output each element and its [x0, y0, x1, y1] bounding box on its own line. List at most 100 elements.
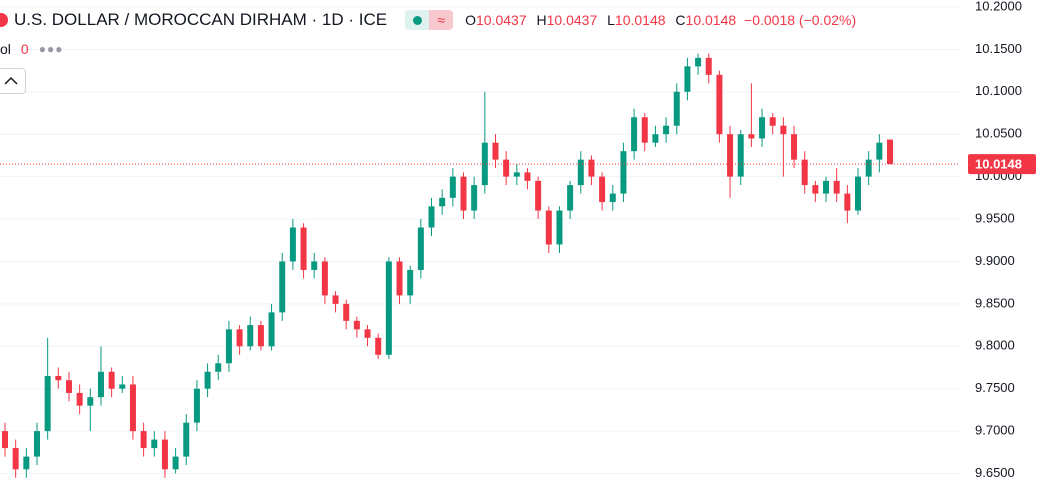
candle-body — [492, 142, 499, 160]
y-tick-label: 9.8500 — [975, 295, 1015, 310]
candle-body — [780, 125, 787, 135]
candle-body — [449, 176, 456, 198]
candle-body — [23, 456, 30, 470]
ohlc: O10.0437 H10.0437 L10.0148 C10.0148 −0.0… — [459, 12, 856, 28]
candle-body — [417, 227, 424, 270]
c-label: C — [675, 12, 686, 28]
candle-body — [801, 159, 808, 186]
y-tick-label: 9.6500 — [975, 465, 1015, 480]
candle-body — [716, 74, 723, 135]
candle-body — [599, 176, 606, 203]
o-label: O — [465, 12, 476, 28]
header: U.S. DOLLAR / MOROCCAN DIRHAM · 1D · ICE… — [0, 9, 856, 31]
candle-body — [663, 125, 670, 135]
candle-body — [748, 134, 755, 139]
candle-body — [471, 185, 478, 211]
candle-body — [823, 180, 830, 194]
candle-body — [609, 193, 616, 203]
candle-body — [151, 439, 158, 449]
candle-body — [193, 388, 200, 423]
candle-body — [769, 117, 776, 126]
candle-body — [812, 185, 819, 194]
candle-body — [865, 159, 872, 177]
y-tick-label: 9.7000 — [975, 423, 1015, 438]
last-price-label: 10.0148 — [975, 157, 1022, 172]
candle-body — [567, 185, 574, 211]
candle-body — [503, 159, 510, 177]
candle-body — [204, 371, 211, 389]
candle-body — [385, 261, 392, 355]
candle-body — [97, 371, 104, 398]
candle-body — [364, 329, 371, 338]
candle-body — [673, 91, 680, 126]
y-tick-label: 9.7500 — [975, 380, 1015, 395]
candle-body — [12, 448, 19, 470]
candle-body — [300, 227, 307, 270]
candle-body — [407, 269, 414, 296]
candle-body — [44, 375, 51, 432]
candle-body — [55, 375, 62, 381]
candle-body — [183, 422, 190, 457]
delayed-icon: ≈ — [429, 10, 454, 30]
y-tick-label: 10.1500 — [975, 41, 1022, 56]
candle-body — [641, 117, 648, 143]
candle-body — [129, 384, 136, 432]
candle-body — [215, 363, 222, 372]
candle-body — [268, 312, 275, 347]
flag-icon — [0, 13, 8, 27]
candle-body — [833, 180, 840, 194]
candle-body — [225, 329, 232, 364]
status-toggle[interactable]: ≈ — [405, 10, 454, 30]
l-value: 10.0148 — [614, 12, 666, 28]
candle-body — [343, 303, 350, 321]
candle-body — [631, 117, 638, 152]
candle-body — [332, 295, 339, 304]
candle-body — [247, 325, 254, 347]
candle-body — [855, 176, 862, 211]
y-tick-label: 9.9500 — [975, 210, 1015, 225]
h-label: H — [536, 12, 547, 28]
candle-body — [513, 172, 520, 177]
candle-body — [321, 261, 328, 296]
change: −0.0018 (−0.02%) — [744, 12, 857, 28]
candle-body — [87, 397, 94, 406]
candle-body — [620, 151, 627, 194]
candle-body — [535, 180, 542, 211]
volume-value: 0 — [20, 41, 29, 57]
candle-body — [33, 431, 40, 457]
candle-body — [119, 384, 126, 389]
candle-body — [588, 159, 595, 177]
candle-body — [2, 431, 8, 449]
h-value: 10.0437 — [546, 12, 598, 28]
symbol-title[interactable]: U.S. DOLLAR / MOROCCAN DIRHAM · 1D · ICE — [14, 10, 388, 29]
candle-body — [652, 134, 659, 143]
candle-body — [375, 337, 382, 355]
candle-body — [257, 325, 264, 347]
candle-body — [759, 117, 766, 139]
market-open — [405, 10, 430, 30]
more-menu[interactable]: ●●● — [38, 42, 64, 56]
candle-body — [887, 139, 893, 165]
last-price-box — [968, 154, 1036, 175]
candle-body — [791, 134, 798, 160]
candle-body — [65, 380, 72, 393]
candle-body — [481, 142, 488, 186]
candle-body — [428, 206, 435, 228]
y-tick-label: 10.0500 — [975, 126, 1022, 141]
y-tick-label: 10.2000 — [975, 0, 1022, 13]
y-tick-label: 9.8000 — [975, 338, 1015, 353]
candle-body — [727, 134, 734, 177]
candle-body — [545, 210, 552, 245]
candle-body — [684, 66, 691, 92]
candle-body — [556, 210, 563, 245]
candle-body — [396, 261, 403, 296]
l-label: L — [607, 12, 615, 28]
chevron — [4, 76, 18, 85]
candle-body — [140, 431, 147, 449]
collapse-button[interactable] — [0, 68, 26, 94]
candle-body — [172, 456, 179, 470]
candle-body — [236, 329, 243, 347]
candle-body — [705, 57, 712, 75]
c-value: 10.0148 — [685, 12, 737, 28]
